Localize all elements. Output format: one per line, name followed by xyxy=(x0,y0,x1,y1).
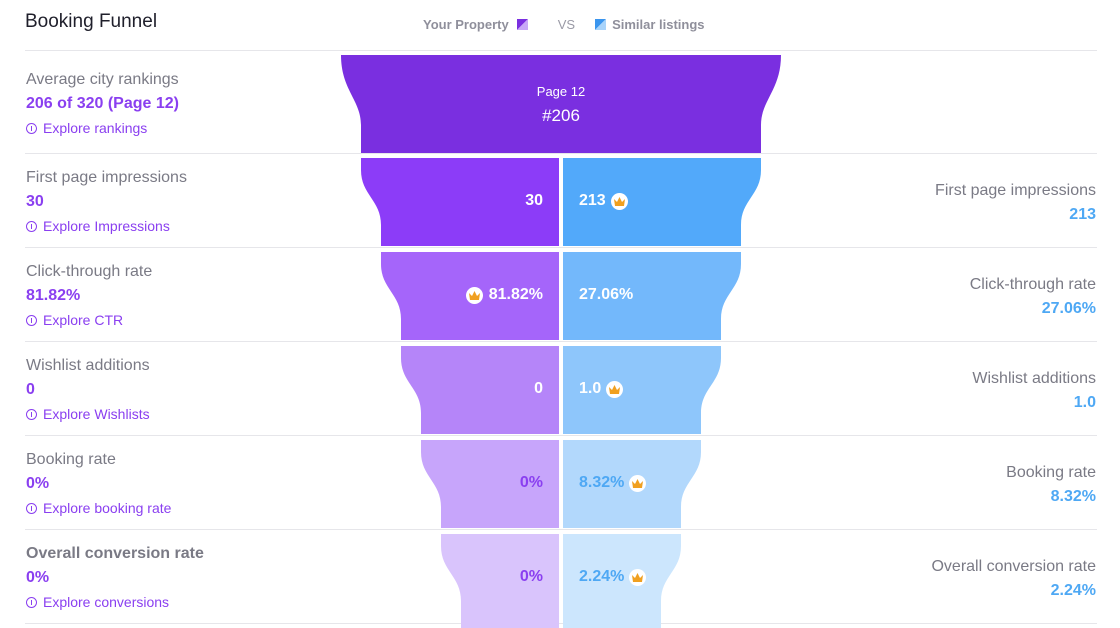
similar-metric-label: Wishlist additions xyxy=(972,370,1096,387)
property-swatch-icon xyxy=(516,18,528,30)
info-icon xyxy=(26,220,37,232)
similar-metric-label: Click-through rate xyxy=(969,276,1096,293)
explore-ctr-link[interactable]: Explore CTR xyxy=(26,311,152,329)
similar-metric-value: 27.06% xyxy=(1041,300,1096,317)
crown-icon xyxy=(629,474,647,492)
funnel-similar-value: 27.06% xyxy=(579,286,634,303)
funnel-page-label: Page 12 xyxy=(536,84,586,99)
funnel-property-value: 0% xyxy=(519,568,543,585)
metric-first-page-impressions: First page impressions 30 Explore Impres… xyxy=(26,168,187,235)
info-icon xyxy=(26,314,37,326)
legend-vs: VS xyxy=(557,17,576,32)
link-label: Explore rankings xyxy=(43,120,148,136)
funnel-property-conversion xyxy=(441,534,559,628)
divider xyxy=(25,50,1097,51)
crown-icon xyxy=(610,192,628,210)
funnel-similar-value: 2.24% xyxy=(579,568,647,586)
divider xyxy=(25,435,1097,436)
divider xyxy=(25,341,1097,342)
explore-booking-rate-link[interactable]: Explore booking rate xyxy=(26,499,171,517)
metric-value: 0% xyxy=(26,569,50,586)
similar-swatch-icon xyxy=(595,18,607,30)
link-label: Explore conversions xyxy=(43,594,170,610)
metric-value: 30 xyxy=(26,193,44,210)
crown-icon xyxy=(606,380,624,398)
funnel-similar-value: 1.0 xyxy=(579,380,624,398)
funnel-similar-conversion xyxy=(563,534,681,628)
funnel-property-value: 30 xyxy=(525,192,543,209)
funnel-similar-wishlist xyxy=(563,346,721,434)
similar-first-page-impressions: First page impressions 213 xyxy=(935,181,1096,224)
metric-value: 206 of 320 (Page 12) xyxy=(26,95,179,112)
metric-label: First page impressions xyxy=(26,169,187,186)
legend-similar-label: Similar listings xyxy=(612,17,705,32)
metric-click-through-rate: Click-through rate 81.82% Explore CTR xyxy=(26,262,152,329)
metric-booking-rate: Booking rate 0% Explore booking rate xyxy=(26,450,171,517)
metric-value: 81.82% xyxy=(26,287,81,304)
similar-metric-label: Booking rate xyxy=(1006,464,1096,481)
similar-metric-value: 2.24% xyxy=(1050,582,1096,599)
metric-label: Overall conversion rate xyxy=(26,545,204,562)
divider xyxy=(25,153,1097,154)
similar-overall-conversion-rate: Overall conversion rate 2.24% xyxy=(931,557,1096,600)
link-label: Explore Impressions xyxy=(43,218,170,234)
funnel-property-wishlist xyxy=(401,346,559,434)
funnel-property-value: 81.82% xyxy=(465,286,543,304)
funnel-rank-label: #206 xyxy=(542,106,580,125)
funnel-similar-value: 8.32% xyxy=(579,474,647,492)
similar-metric-label: First page impressions xyxy=(935,182,1096,199)
link-label: Explore CTR xyxy=(43,312,124,328)
explore-wishlists-link[interactable]: Explore Wishlists xyxy=(26,405,150,423)
divider xyxy=(25,247,1097,248)
similar-click-through-rate: Click-through rate 27.06% xyxy=(970,275,1096,318)
crown-icon xyxy=(629,568,647,586)
metric-average-city-rankings: Average city rankings 206 of 320 (Page 1… xyxy=(26,70,179,137)
funnel-property-booking xyxy=(421,440,559,528)
crown-icon xyxy=(465,286,483,304)
metric-value: 0% xyxy=(26,475,50,492)
explore-impressions-link[interactable]: Explore Impressions xyxy=(26,217,187,235)
metric-value: 0 xyxy=(26,381,35,398)
similar-metric-label: Overall conversion rate xyxy=(931,558,1096,575)
similar-wishlist-additions: Wishlist additions 1.0 xyxy=(972,369,1096,412)
funnel-property-value: 0% xyxy=(519,474,543,491)
metric-label: Wishlist additions xyxy=(26,357,150,374)
explore-rankings-link[interactable]: Explore rankings xyxy=(26,119,179,137)
similar-metric-value: 213 xyxy=(1069,206,1096,223)
info-icon xyxy=(26,502,37,514)
info-icon xyxy=(26,596,37,608)
similar-booking-rate: Booking rate 8.32% xyxy=(1006,463,1096,506)
explore-conversions-link[interactable]: Explore conversions xyxy=(26,593,204,611)
funnel-similar-impressions xyxy=(563,158,761,246)
similar-metric-value: 1.0 xyxy=(1073,394,1096,411)
legend-property-label: Your Property xyxy=(423,17,509,32)
metric-overall-conversion-rate: Overall conversion rate 0% Explore conve… xyxy=(26,544,204,611)
metric-wishlist-additions: Wishlist additions 0 Explore Wishlists xyxy=(26,356,150,423)
funnel-property-impressions xyxy=(361,158,559,246)
metric-label: Average city rankings xyxy=(26,71,179,88)
link-label: Explore Wishlists xyxy=(43,406,150,422)
page-title: Booking Funnel xyxy=(25,11,158,32)
divider xyxy=(25,623,1097,624)
info-icon xyxy=(26,122,37,134)
metric-label: Click-through rate xyxy=(26,263,153,280)
funnel-top-ranking xyxy=(341,55,781,153)
metric-label: Booking rate xyxy=(26,451,116,468)
divider xyxy=(25,529,1097,530)
legend: Your Property VS Similar listings xyxy=(423,17,705,32)
similar-metric-value: 8.32% xyxy=(1050,488,1096,505)
funnel-property-value: 0 xyxy=(534,380,543,397)
funnel-similar-value: 213 xyxy=(579,192,628,210)
funnel-similar-ctr xyxy=(563,252,741,340)
link-label: Explore booking rate xyxy=(43,500,172,516)
info-icon xyxy=(26,408,37,420)
